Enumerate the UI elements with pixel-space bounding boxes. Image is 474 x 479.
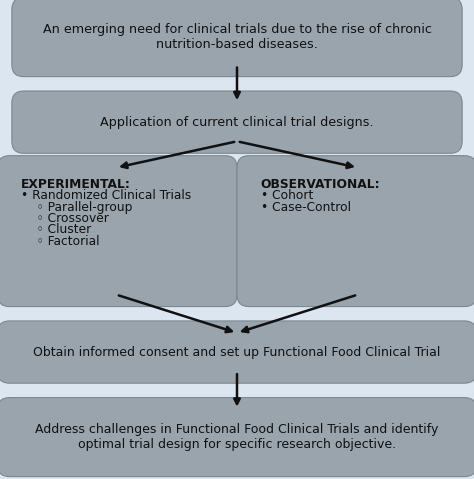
Text: ◦ Parallel-group: ◦ Parallel-group (21, 201, 133, 214)
Text: ◦ Cluster: ◦ Cluster (21, 223, 91, 236)
Text: ◦ Crossover: ◦ Crossover (21, 212, 109, 225)
FancyBboxPatch shape (12, 0, 462, 77)
FancyBboxPatch shape (0, 398, 474, 477)
Text: Address challenges in Functional Food Clinical Trials and identify
optimal trial: Address challenges in Functional Food Cl… (35, 423, 439, 451)
Text: • Randomized Clinical Trials: • Randomized Clinical Trials (21, 190, 191, 203)
Text: • Cohort: • Cohort (261, 190, 313, 203)
Text: ◦ Factorial: ◦ Factorial (21, 235, 100, 248)
Text: • Case-Control: • Case-Control (261, 201, 351, 214)
Text: Application of current clinical trial designs.: Application of current clinical trial de… (100, 115, 374, 129)
Text: EXPERIMENTAL:: EXPERIMENTAL: (21, 178, 131, 191)
Text: An emerging need for clinical trials due to the rise of chronic
nutrition-based : An emerging need for clinical trials due… (43, 23, 431, 51)
Text: OBSERVATIONAL:: OBSERVATIONAL: (261, 178, 380, 191)
FancyBboxPatch shape (0, 156, 237, 307)
Text: Obtain informed consent and set up Functional Food Clinical Trial: Obtain informed consent and set up Funct… (33, 345, 441, 359)
FancyBboxPatch shape (12, 91, 462, 153)
FancyBboxPatch shape (0, 321, 474, 383)
FancyBboxPatch shape (237, 156, 474, 307)
